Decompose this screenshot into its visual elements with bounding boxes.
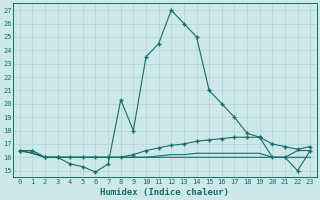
X-axis label: Humidex (Indice chaleur): Humidex (Indice chaleur) — [100, 188, 229, 197]
